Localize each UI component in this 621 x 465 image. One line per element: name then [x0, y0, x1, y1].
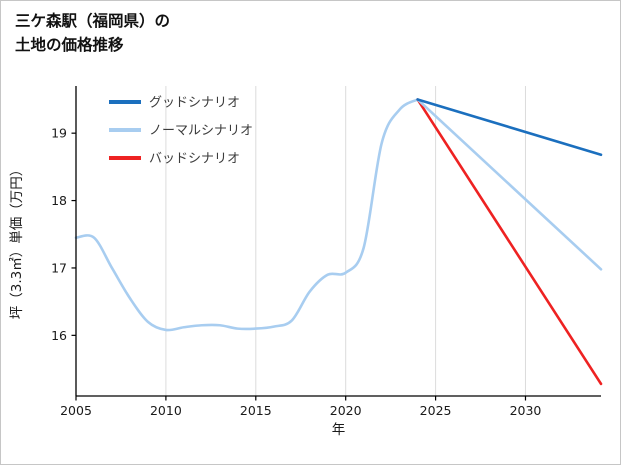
- x-tick-label: 2005: [60, 403, 92, 418]
- chart-title: 三ケ森駅（福岡県）の 土地の価格推移: [15, 9, 170, 57]
- legend-label-good-scenario: グッドシナリオ: [149, 96, 240, 111]
- legend-label-bad-scenario: バッドシナリオ: [149, 152, 240, 167]
- series-line-good-scenario: [416, 98, 603, 157]
- y-axis-label: 坪（3.3㎡）単価（万円）: [9, 163, 25, 319]
- chart-title-line-2: 土地の価格推移: [15, 36, 124, 55]
- x-tick-label: 2020: [330, 403, 362, 418]
- x-tick-label: 2015: [240, 403, 272, 418]
- series-line-normal-scenario: [416, 98, 603, 271]
- series-line-bad-scenario: [416, 98, 603, 386]
- x-tick-label: 2010: [150, 403, 182, 418]
- y-tick-label: 17: [51, 260, 67, 275]
- y-tick-label: 19: [51, 126, 67, 141]
- chart-title-line-1: 三ケ森駅（福岡県）の: [15, 12, 171, 30]
- x-tick-label: 2025: [420, 403, 452, 418]
- y-tick-label: 18: [51, 193, 67, 208]
- x-axis-label: 年: [332, 422, 346, 438]
- x-tick-label: 2030: [510, 403, 542, 418]
- legend-label-normal-scenario: ノーマルシナリオ: [149, 124, 253, 139]
- series-line-history: [74, 98, 419, 332]
- y-tick-label: 16: [51, 328, 67, 343]
